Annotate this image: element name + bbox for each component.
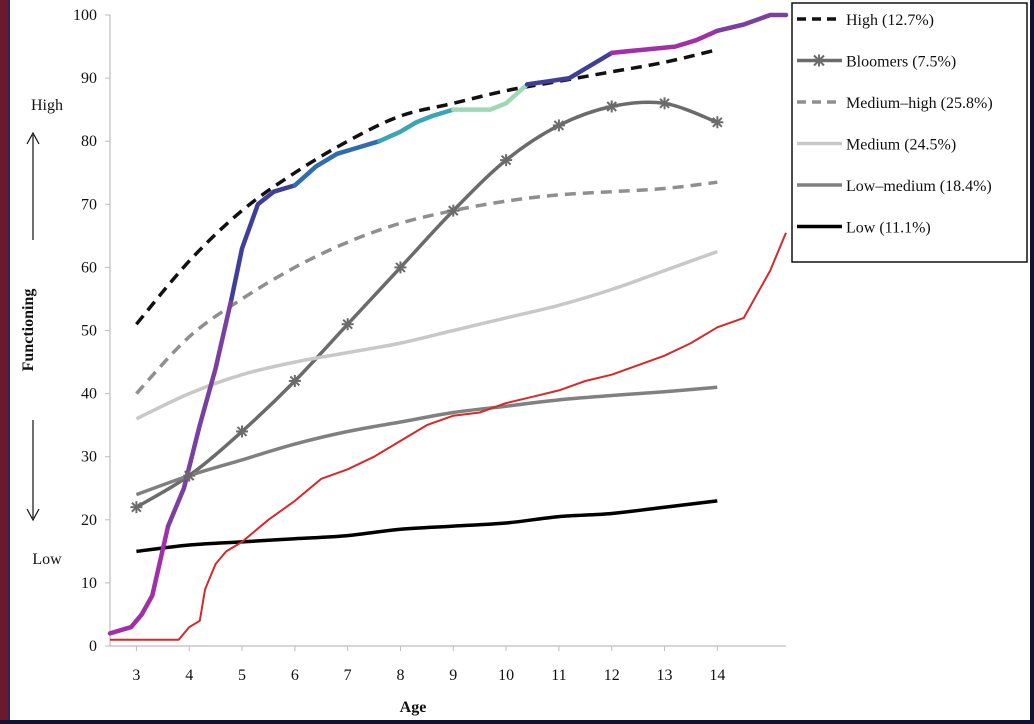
x-tick-label: 13 [657, 667, 673, 684]
bloomers-7-5-marker [552, 119, 565, 132]
y-tick-label: 30 [81, 449, 97, 466]
y-tick-label: 50 [81, 323, 97, 340]
bloomers-7-5-marker [447, 204, 460, 217]
legend-item-bloomers-7-5: Bloomers (7.5%) [797, 54, 956, 71]
bloomers-7-5-marker [183, 469, 196, 482]
x-tick-label: 11 [551, 667, 566, 684]
legend-item-medium-24-5: Medium (24.5%) [797, 137, 956, 154]
x-tick-label: 12 [604, 667, 620, 684]
series-8-line-segment [609, 28, 720, 56]
y-tick-label: 90 [81, 70, 97, 87]
y-tick-label: 80 [81, 133, 97, 150]
legend-label: Low–medium (18.4%) [846, 178, 992, 195]
bloomers-7-5-marker [500, 154, 513, 167]
bloomers-7-5-marker [341, 318, 354, 331]
y-tick-label: 20 [81, 512, 97, 529]
x-tick-label: 6 [291, 667, 299, 684]
left-frame-border [0, 0, 10, 724]
right-frame-border [1030, 0, 1034, 724]
legend-item-low-medium-18-4: Low–medium (18.4%) [797, 178, 992, 195]
bloomers-7-5-marker [711, 116, 724, 129]
series-8-line-segment [524, 50, 614, 87]
series-lines [107, 12, 789, 641]
series-8-line-segment [229, 183, 298, 302]
legend-item-high-12-7: High (12.7%) [797, 12, 934, 29]
x-tick-label: 7 [344, 667, 352, 684]
x-tick-label: 10 [498, 667, 514, 684]
y-tick-label: 0 [89, 638, 97, 655]
x-tick-label: 4 [185, 667, 193, 684]
high-arrow-icon [26, 131, 40, 240]
high-12-7-line [135, 47, 718, 326]
series-8-line-segment [451, 82, 530, 112]
x-tick-label: 14 [709, 667, 725, 684]
legend: High (12.7%) Bloomers (7.5%) Medium–high (… [791, 2, 1028, 263]
axes: 0 10 20 30 40 50 60 70 80 90 100 3 4 5 6 7 8 9 10 11 12 13 14 [73, 7, 786, 684]
series-7-line [110, 232, 787, 641]
bottom-frame-border [0, 720, 1034, 724]
x-tick-label: 3 [132, 667, 140, 684]
y-tick-label: 70 [81, 196, 97, 213]
series-8-line-segment [715, 12, 789, 34]
x-axis-title: Age [400, 699, 427, 716]
legend-label: Medium–high (25.8%) [846, 95, 993, 112]
series-markers [130, 97, 724, 514]
bloomers-7-5-marker [236, 425, 249, 438]
legend-label: Bloomers (7.5%) [846, 54, 956, 71]
series-8-line-segment [165, 296, 234, 529]
legend-item-low-11-1: Low (11.1%) [797, 220, 931, 237]
bloomers-7-5-marker [605, 100, 618, 113]
bloomers-7-5-marker [130, 501, 143, 514]
high-side-label: High [31, 97, 63, 114]
low-arrow-icon [26, 420, 40, 522]
legend-box [791, 2, 1028, 263]
low-side-label: Low [32, 551, 62, 568]
medium-high-25-8-line [135, 180, 718, 395]
x-tick-label: 5 [238, 667, 246, 684]
y-tick-label: 10 [81, 575, 97, 592]
legend-label: Low (11.1%) [846, 220, 931, 237]
series-8-line-segment [107, 523, 171, 636]
bloomers-7-5-marker [658, 97, 671, 110]
y-tick-label: 40 [81, 386, 97, 403]
x-tick-label: 8 [396, 667, 404, 684]
bloomers-7-5-marker [288, 374, 301, 387]
low-medium-18-4-line [135, 385, 718, 497]
y-tick-label: 100 [73, 7, 97, 24]
x-tick-label: 9 [449, 667, 457, 684]
bloomers-7-5-line [135, 100, 718, 509]
low-11-1-line [136, 499, 718, 554]
y-axis-title: Functioning [20, 289, 37, 372]
bloomers-7-5-marker [394, 261, 407, 274]
series-8-line-segment [292, 138, 382, 188]
legend-label: Medium (24.5%) [846, 137, 956, 154]
y-tick-label: 60 [81, 259, 97, 276]
legend-label: High (12.7%) [846, 12, 934, 29]
medium-24-5-line [135, 249, 718, 421]
series-8-line-segment [377, 107, 456, 144]
legend-item-medium-high-25-8: Medium–high (25.8%) [797, 95, 993, 112]
